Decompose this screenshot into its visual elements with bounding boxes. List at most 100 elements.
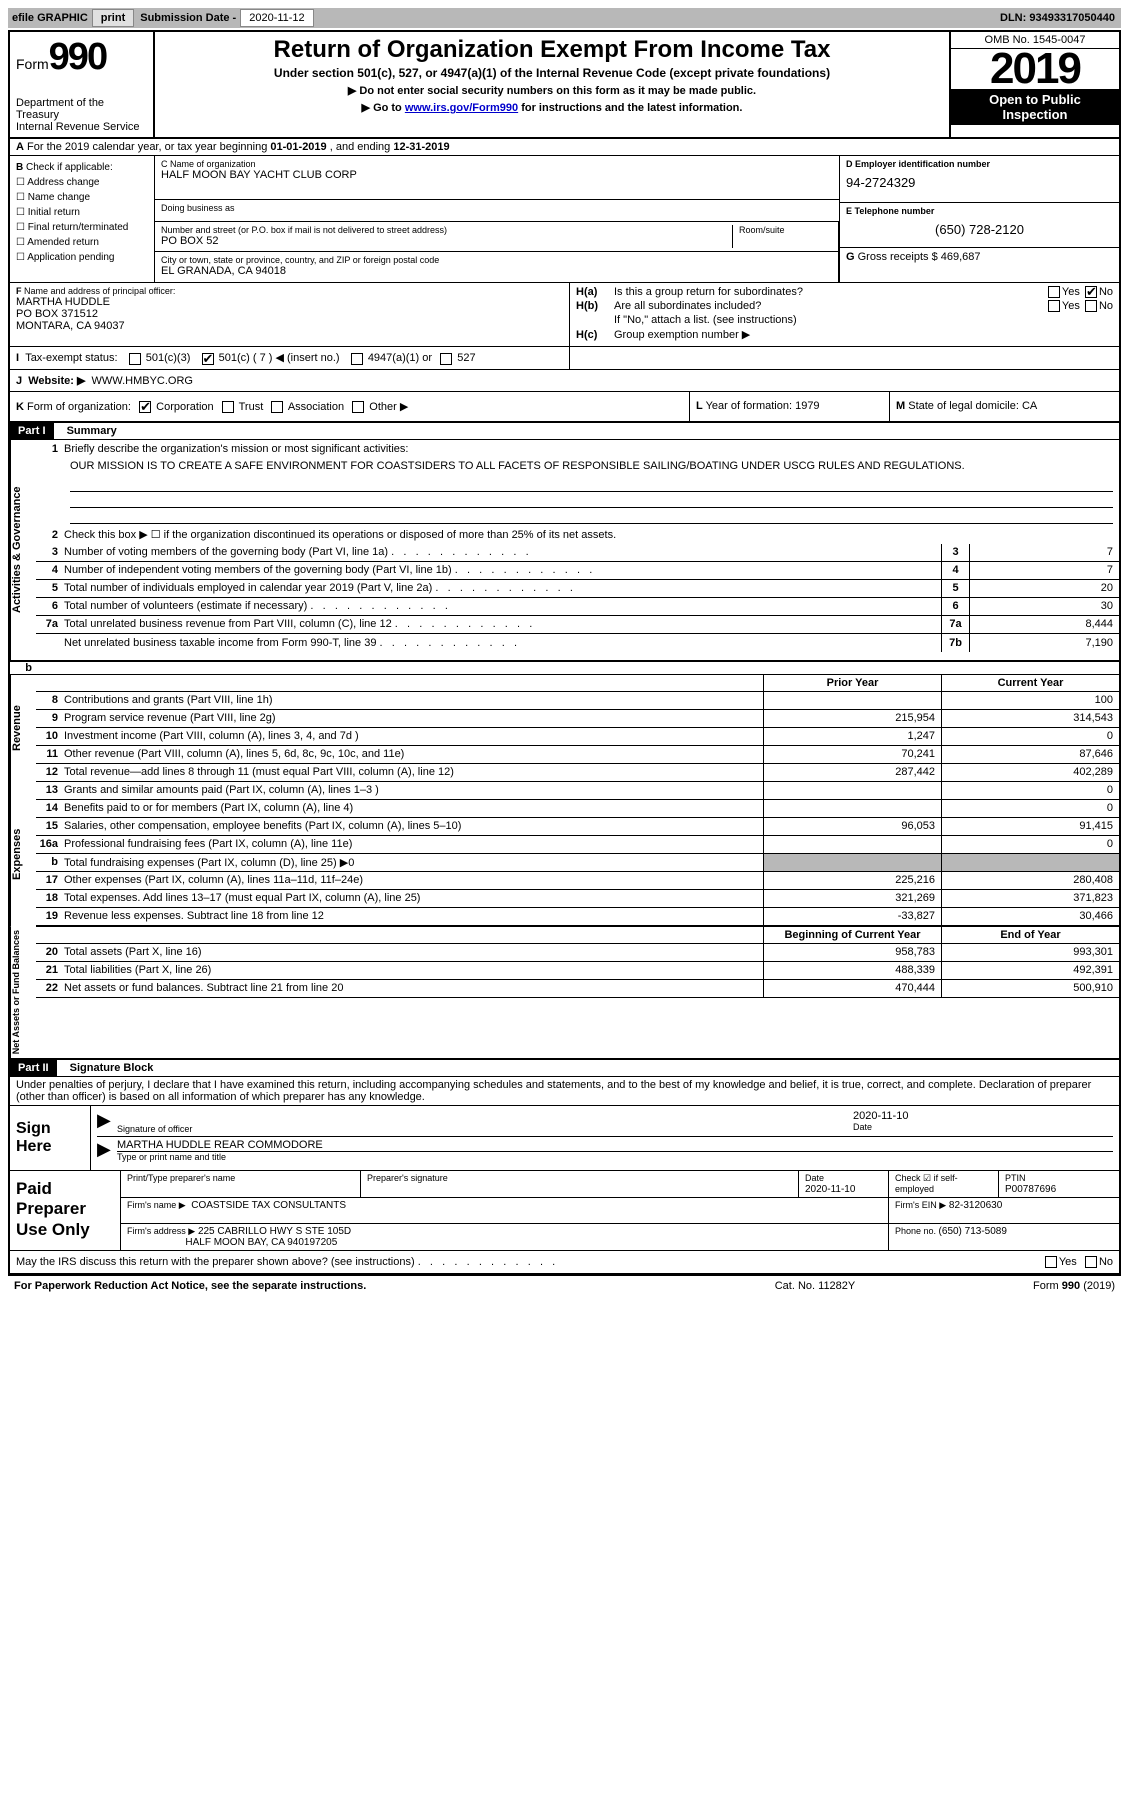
line-text: Professional fundraising fees (Part IX, … <box>64 836 763 852</box>
line-prior: 225,216 <box>763 872 941 889</box>
line-num: 20 <box>36 946 64 958</box>
line-num: 3 <box>36 546 64 558</box>
summary-line: 13 Grants and similar amounts paid (Part… <box>36 782 1119 800</box>
row-k: K Form of organization: Corporation Trus… <box>10 392 1119 423</box>
chk-501c[interactable] <box>202 353 214 365</box>
hb-no-checkbox[interactable] <box>1085 300 1097 312</box>
summary-line: 22 Net assets or fund balances. Subtract… <box>36 980 1119 998</box>
officer-label: Type or print name and title <box>117 1152 1113 1162</box>
discuss-yes-checkbox[interactable] <box>1045 1256 1057 1268</box>
col-current-year: Current Year <box>941 675 1119 691</box>
chk-527[interactable] <box>440 353 452 365</box>
line-text: Contributions and grants (Part VIII, lin… <box>64 692 763 708</box>
line-current: 100 <box>941 692 1119 709</box>
line-prior: 488,339 <box>763 962 941 979</box>
sub3-post: for instructions and the latest informat… <box>518 102 742 114</box>
page-footer: For Paperwork Reduction Act Notice, see … <box>8 1276 1121 1296</box>
preparer-date-label: Date <box>805 1173 824 1183</box>
line-num: b <box>36 856 64 868</box>
chk-initial-return[interactable]: ☐ Initial return <box>16 205 148 220</box>
part1-header: Part I Summary <box>10 423 1119 440</box>
top-toolbar: efile GRAPHIC print Submission Date - 20… <box>8 8 1121 28</box>
department-label: Department of the Treasury Internal Reve… <box>16 97 147 133</box>
chk-application-pending[interactable]: ☐ Application pending <box>16 250 148 265</box>
line-val: 7 <box>969 562 1119 579</box>
line-text: Total number of volunteers (estimate if … <box>64 598 941 614</box>
line-box: 3 <box>941 544 969 561</box>
line-num: 12 <box>36 766 64 778</box>
form990-link[interactable]: www.irs.gov/Form990 <box>405 102 518 114</box>
line-text: Total assets (Part X, line 16) <box>64 944 763 960</box>
phone-label: E Telephone number <box>840 202 1119 219</box>
summary-line: 19 Revenue less expenses. Subtract line … <box>36 908 1119 926</box>
row-j: J Website: ▶ WWW.HMBYC.ORG <box>10 370 1119 392</box>
row-j-label: J <box>16 375 22 387</box>
firm-name: COASTSIDE TAX CONSULTANTS <box>191 1200 346 1211</box>
ha-no-checkbox[interactable] <box>1085 286 1097 298</box>
line-text: Total fundraising expenses (Part IX, col… <box>64 854 763 871</box>
summary-line: 14 Benefits paid to or for members (Part… <box>36 800 1119 818</box>
sign-here-row: Sign Here ▶ Signature of officer 2020-11… <box>10 1106 1119 1171</box>
line-text: Investment income (Part VIII, column (A)… <box>64 728 763 744</box>
sig-date: 2020-11-10 <box>853 1110 1113 1122</box>
chk-address-change[interactable]: ☐ Address change <box>16 175 148 190</box>
line-val: 7 <box>969 544 1119 561</box>
line-num: 4 <box>36 564 64 576</box>
col-beginning-year: Beginning of Current Year <box>763 927 941 943</box>
line-prior <box>763 836 941 853</box>
tab-netassets: Net Assets or Fund Balances <box>10 926 36 1058</box>
form-subtitle-1: Under section 501(c), 527, or 4947(a)(1)… <box>163 66 941 80</box>
line-prior <box>763 782 941 799</box>
open-line2: Inspection <box>1002 107 1067 122</box>
part2-badge: Part II <box>10 1060 57 1076</box>
firm-phone-label: Phone no. <box>895 1226 939 1236</box>
officer-addr1: PO BOX 371512 <box>16 308 563 320</box>
net-header: Beginning of Current Year End of Year <box>36 926 1119 944</box>
header-left: Form990 Department of the Treasury Inter… <box>10 32 155 137</box>
line2-num: 2 <box>36 529 64 541</box>
line-num: 10 <box>36 730 64 742</box>
chk-501c3[interactable] <box>129 353 141 365</box>
row-a-mid: , and ending <box>330 141 394 153</box>
chk-final-return[interactable]: ☐ Final return/terminated <box>16 220 148 235</box>
line-num: 17 <box>36 874 64 886</box>
line-prior: 215,954 <box>763 710 941 727</box>
footer-left: For Paperwork Reduction Act Notice, see … <box>14 1280 715 1292</box>
chk-other[interactable] <box>352 401 364 413</box>
line-text: Other revenue (Part VIII, column (A), li… <box>64 746 763 762</box>
city-box: City or town, state or province, country… <box>155 252 838 282</box>
header-right: OMB No. 1545-0047 2019 Open to Public In… <box>949 32 1119 137</box>
gross-value: 469,687 <box>941 251 981 263</box>
form-990-page: efile GRAPHIC print Submission Date - 20… <box>0 0 1129 1304</box>
line-current: 30,466 <box>941 908 1119 925</box>
ha-yes-checkbox[interactable] <box>1048 286 1060 298</box>
print-button[interactable]: print <box>92 9 134 27</box>
chk-name-change[interactable]: ☐ Name change <box>16 190 148 205</box>
hc-text: Group exemption number ▶ <box>614 328 1113 341</box>
col-b-intro: Check if applicable: <box>23 162 113 173</box>
row-i: I Tax-exempt status: 501(c)(3) 501(c) ( … <box>10 347 1119 369</box>
hb-note: If "No," attach a list. (see instruction… <box>614 314 1113 326</box>
hb-yes-checkbox[interactable] <box>1048 300 1060 312</box>
chk-association[interactable] <box>271 401 283 413</box>
chk-amended-return[interactable]: ☐ Amended return <box>16 235 148 250</box>
street-label: Number and street (or P.O. box if mail i… <box>161 225 738 235</box>
form-title: Return of Organization Exempt From Incom… <box>163 36 941 64</box>
line-prior: 958,783 <box>763 944 941 961</box>
line-box: 4 <box>941 562 969 579</box>
chk-4947[interactable] <box>351 353 363 365</box>
paid-preparer-label: Paid Preparer Use Only <box>10 1171 120 1250</box>
discuss-no-checkbox[interactable] <box>1085 1256 1097 1268</box>
chk-trust[interactable] <box>222 401 234 413</box>
chk-corporation[interactable] <box>139 401 151 413</box>
form-subtitle-2: ▶ Do not enter social security numbers o… <box>163 84 941 97</box>
hb-yes-no: Yes No <box>1046 300 1113 312</box>
form-container: Form990 Department of the Treasury Inter… <box>8 30 1121 1276</box>
row-a-label: A <box>16 141 24 153</box>
row-j-text: Website: ▶ <box>28 375 85 387</box>
line-num: 7a <box>36 618 64 630</box>
row-i-label: I <box>16 352 19 364</box>
form-header: Form990 Department of the Treasury Inter… <box>10 32 1119 139</box>
line-text: Total liabilities (Part X, line 26) <box>64 962 763 978</box>
summary-line: 7a Total unrelated business revenue from… <box>36 616 1119 634</box>
